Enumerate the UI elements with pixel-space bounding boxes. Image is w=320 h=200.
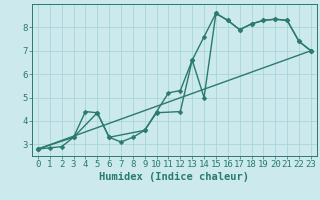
X-axis label: Humidex (Indice chaleur): Humidex (Indice chaleur) <box>100 172 249 182</box>
